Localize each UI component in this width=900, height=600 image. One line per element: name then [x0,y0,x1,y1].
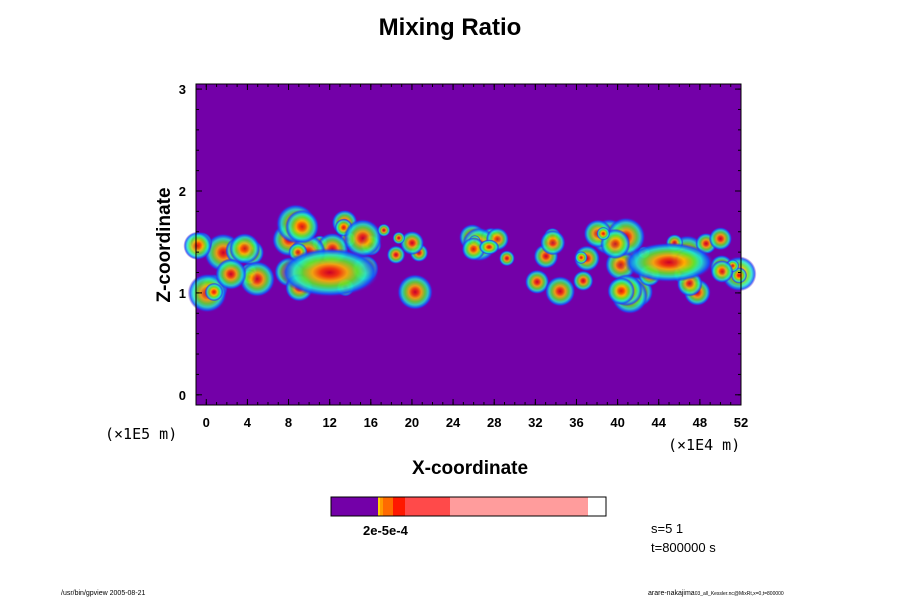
y-tick-label: 3 [179,82,186,97]
y-axis-label: Z-coordinate [154,187,175,303]
cloud-cell [596,226,611,241]
x-tick-label: 16 [364,415,378,430]
cloud-cell [498,250,515,267]
x-tick-label: 44 [652,415,667,430]
colorbar-segment [450,497,588,516]
cloud-cell [386,245,406,265]
colorbar-segment [393,497,405,516]
cloud-cell [708,227,733,251]
chart-title: Mixing Ratio [378,14,522,41]
cloud-cell [229,233,261,265]
cloud-cell [343,218,383,258]
x-tick-label: 40 [610,415,624,430]
cloud-core [623,242,715,283]
cloud-cell [544,276,576,307]
colorbar-frame [330,496,607,517]
cloud-cell [215,258,247,290]
footer-right-file: 03_all_Kessler.nc@MixRt,x=0,t=800000 [694,591,784,597]
cloud-field [183,203,757,315]
cloud-cell [524,269,550,295]
info-s: s=5 1 [651,521,684,536]
x-tick-label: 4 [244,415,252,430]
x-tick-label: 24 [446,415,461,430]
y-tick-label: 2 [179,184,186,199]
x-tick-label: 48 [693,415,707,430]
colorbar-segment [380,497,383,516]
x-tick-label: 32 [528,415,542,430]
x-tick-label: 20 [405,415,419,430]
cloud-core [279,248,380,298]
cloud-cell [377,223,391,237]
cloud-cell [540,229,566,256]
cloud-cell [392,231,406,245]
y-tick-label: 0 [179,388,186,403]
cloud-cell [572,270,594,292]
y-tick-label: 1 [179,286,186,301]
cloud-cell [183,231,212,260]
x-axis-unit: (×1E4 m) [668,436,741,454]
cloud-cell [710,260,734,283]
colorbar-segment [378,497,380,516]
cloud-core [478,239,500,255]
cloud-cell [574,251,588,264]
x-axis-label: X-coordinate [411,458,529,479]
cloud-cell [607,277,636,305]
cloud-region [183,203,434,313]
cloud-cell [204,282,224,302]
cloud-cell [461,237,486,261]
cloud-region [524,217,757,315]
x-tick-label: 0 [203,415,210,430]
cloud-cell [397,274,434,310]
x-tick-label: 12 [322,415,336,430]
cloud-cell [400,230,425,256]
cloud-region [458,223,515,267]
colorbar-segment [383,497,393,516]
x-tick-label: 28 [487,415,501,430]
colorbar-segment [405,497,450,516]
info-t: t=800000 s [651,540,716,555]
cloud-cell [285,209,320,244]
x-tick-label: 8 [285,415,292,430]
cloud-cell [239,261,276,297]
colorbar-segment [331,497,378,516]
y-axis-unit: (×1E5 m) [105,425,178,443]
footer-left: /usr/bin/gpview 2005-08-21 [61,590,146,597]
colorbar-label: 2e-5e-4 [363,523,408,538]
x-tick-label: 52 [734,415,748,430]
colorbar [330,496,607,517]
x-tick-label: 36 [569,415,583,430]
footer-right-author: arare-nakajima [648,590,695,597]
footer-right: arare-nakajima03_all_Kessler.nc@MixRt,x=… [648,590,784,597]
plot-frame [195,83,742,406]
